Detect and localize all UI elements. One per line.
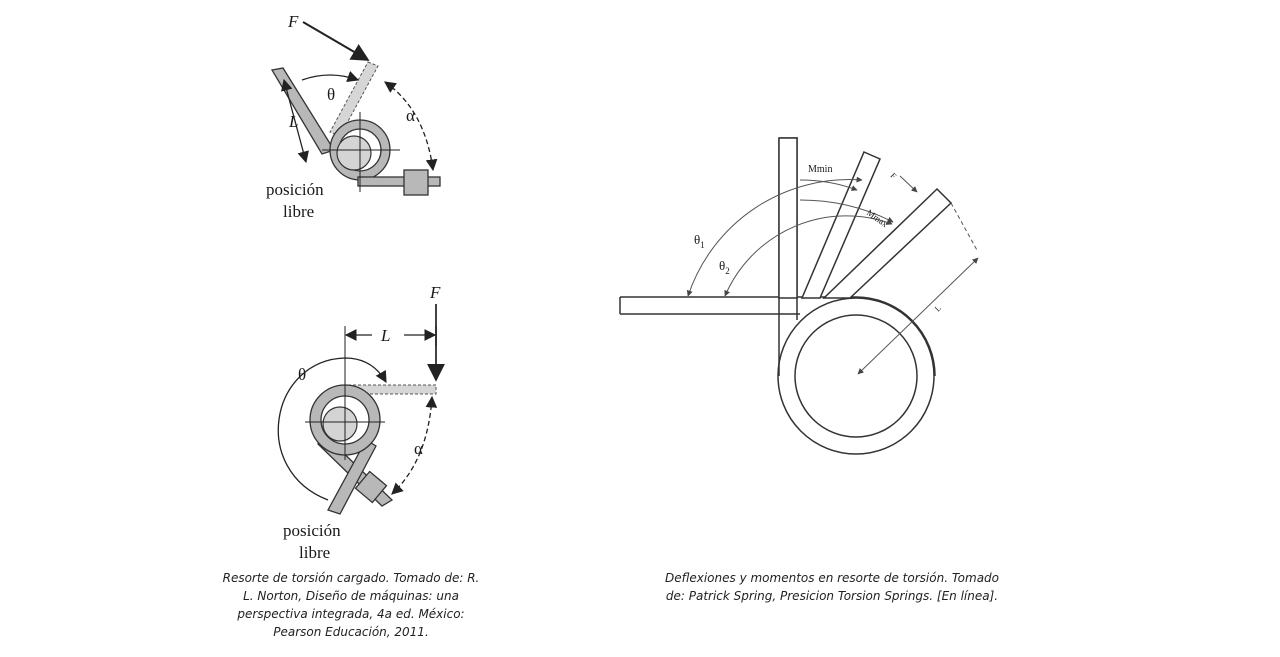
spring-arm-b [327, 439, 377, 515]
force-label: F [429, 283, 441, 302]
mmin-arc [799, 179, 858, 191]
free-position-label-2: libre [299, 543, 330, 562]
length-label: L [933, 304, 943, 314]
theta1-label: θ1 [694, 232, 705, 250]
theta1-arc [686, 176, 863, 297]
alpha-label: α [414, 439, 423, 458]
free-position-label-1: posición [283, 521, 341, 540]
theta2-arc [724, 215, 893, 297]
theta-label: θ [298, 365, 306, 384]
spring-arm-free [270, 67, 335, 155]
caption-left: Resorte de torsión cargado. Tomado de: R… [222, 569, 480, 641]
force-arrow [302, 21, 370, 61]
caption-left-line: Pearson Educación, 2011. [273, 625, 429, 639]
force-arrow [899, 175, 918, 193]
spring-diagram-bottom: F L θ α posición libre [277, 283, 445, 562]
alpha-arc [384, 81, 438, 172]
force-label: F [889, 171, 899, 181]
horizontal-arm [619, 296, 856, 315]
theta2-label: θ2 [719, 258, 730, 276]
shaft [336, 135, 372, 171]
caption-right-line: de: Patrick Spring, Presicion Torsion Sp… [665, 589, 999, 603]
support-block [354, 470, 388, 504]
length-dimension [857, 257, 979, 375]
coil-outer [777, 297, 935, 455]
coil-inner [794, 314, 918, 438]
free-position-label-1: posición [266, 180, 324, 199]
mmin-label: Mmin [808, 164, 832, 175]
spring-arm-fixed [357, 176, 441, 187]
theta-arc [277, 357, 387, 501]
loaded-arm-dashed [347, 384, 437, 395]
deflection-diagram: θ1 θ2 Mmin Mmax F L [619, 137, 979, 455]
caption-left-line: Resorte de torsión cargado. Tomado de: R… [222, 571, 480, 585]
mmax-label: Mmax [865, 207, 890, 229]
length-dimension [281, 78, 309, 164]
theta-label: θ [327, 85, 335, 104]
force-label: F [287, 12, 299, 31]
shaft [322, 406, 358, 442]
caption-left-line: perspectiva integrada, 4a ed. México: [237, 607, 465, 621]
theta-arc [301, 70, 360, 82]
alpha-arc [391, 395, 438, 495]
spring-diagram-top: F θ α L posición libre [266, 12, 441, 221]
caption-right-line: Deflexiones y momentos en resorte de tor… [664, 571, 1000, 585]
mmax-arc [799, 199, 894, 223]
extension-line [950, 202, 979, 253]
length-label: L [380, 326, 390, 345]
caption-right: Deflexiones y momentos en resorte de tor… [664, 569, 1000, 605]
alpha-label: α [406, 106, 415, 125]
caption-left-line: L. Norton, Diseño de máquinas: una [243, 589, 459, 603]
length-label: L [288, 112, 298, 131]
support-block [403, 169, 429, 196]
free-position-label-2: libre [283, 202, 314, 221]
vertical-arm-body [778, 137, 798, 299]
